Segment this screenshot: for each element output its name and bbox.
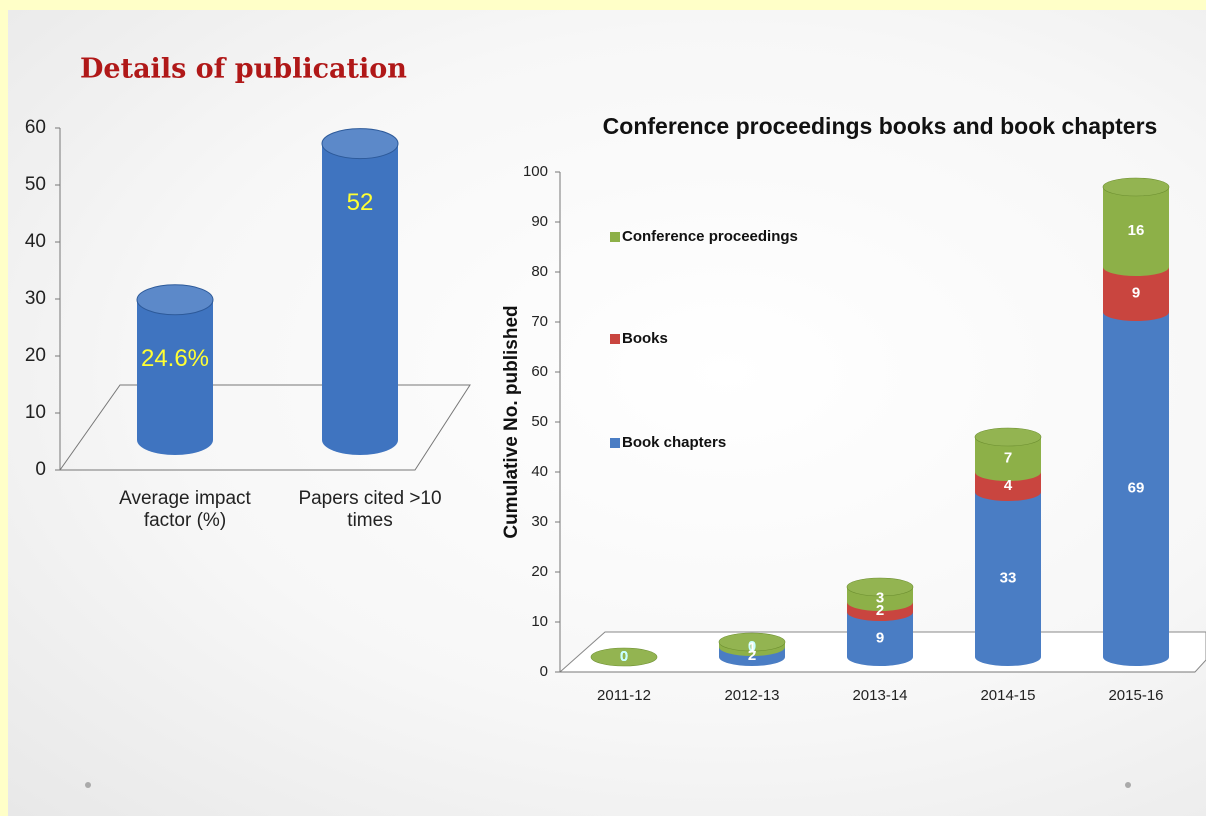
y-tick-label: 0 (540, 663, 548, 680)
value-label: 0 (620, 648, 628, 665)
legend-label: Book chapters (622, 434, 726, 451)
x-tick-label: 2014-15 (980, 687, 1035, 704)
value-label: 52 (347, 189, 374, 216)
cylinder-segment (975, 492, 1041, 666)
legend-swatch (610, 334, 620, 344)
slide-dot (1125, 782, 1131, 788)
y-tick-label: 40 (25, 231, 46, 252)
value-label: 24.6% (141, 345, 209, 372)
floor (59, 384, 471, 471)
x-tick-label: 2013-14 (852, 687, 907, 704)
y-tick-label: 30 (25, 288, 46, 309)
y-tick-label: 60 (531, 363, 548, 380)
y-tick-label: 20 (531, 563, 548, 580)
value-label: 2 (876, 602, 884, 619)
y-tick-label: 50 (531, 413, 548, 430)
value-label: 69 (1128, 479, 1145, 496)
y-tick-label: 40 (531, 463, 548, 480)
cylinder-segment (975, 437, 1041, 481)
value-label: 0 (620, 648, 628, 665)
y-tick-label: 50 (25, 174, 46, 195)
value-label: 16 (1128, 222, 1145, 239)
legend-swatch (610, 438, 620, 448)
value-label: 9 (1132, 284, 1140, 301)
x-tick-label: 2015-16 (1108, 687, 1163, 704)
slide-title: Details of publication (80, 54, 407, 85)
cylinder-top (136, 284, 214, 316)
cylinder-segment (1103, 187, 1169, 276)
y-tick-label: 90 (531, 213, 548, 230)
y-tick-label: 30 (531, 513, 548, 530)
y-axis-label: Cumulative No. published (501, 305, 522, 538)
cylinder-segment (847, 612, 913, 666)
cylinder-segment (1103, 312, 1169, 666)
cylinder-top (1102, 177, 1170, 197)
value-label: 2 (748, 647, 756, 664)
cylinder-bar (322, 143, 398, 455)
legend-label: Conference proceedings (622, 228, 798, 245)
slide-dot (85, 782, 91, 788)
value-label: 0 (620, 648, 628, 665)
value-label: 1 (748, 639, 756, 656)
y-tick-label: 10 (531, 613, 548, 630)
y-tick-label: 60 (25, 117, 46, 138)
y-tick-label: 100 (523, 163, 548, 180)
cylinder-top (974, 427, 1042, 447)
legend-swatch (610, 232, 620, 242)
y-tick-label: 20 (25, 345, 46, 366)
value-label: 4 (1004, 477, 1013, 494)
y-tick-label: 80 (531, 263, 548, 280)
cylinder-top (718, 632, 786, 652)
y-tick-label: 10 (25, 402, 46, 423)
x-tick-label: 2011-12 (597, 687, 651, 704)
cylinder-top (590, 647, 658, 667)
x-tick-label: 2012-13 (724, 687, 779, 704)
x-tick-label: Average impact factor (%) (119, 488, 251, 531)
cylinder-segment (1103, 267, 1169, 321)
value-label: 7 (1004, 449, 1012, 466)
legend-label: Books (622, 330, 668, 347)
value-label: 3 (876, 589, 884, 606)
value-label: 0 (748, 638, 756, 655)
cylinder-bar (137, 299, 213, 455)
y-tick-label: 70 (531, 313, 548, 330)
cylinder-top (846, 577, 914, 597)
chart-title: Conference proceedings books and book ch… (603, 113, 1158, 139)
y-tick-label: 0 (35, 459, 46, 480)
x-tick-label: Papers cited >10 times (298, 488, 442, 531)
value-label: 9 (876, 629, 884, 646)
value-label: 33 (1000, 569, 1017, 586)
cylinder-top (321, 128, 399, 160)
